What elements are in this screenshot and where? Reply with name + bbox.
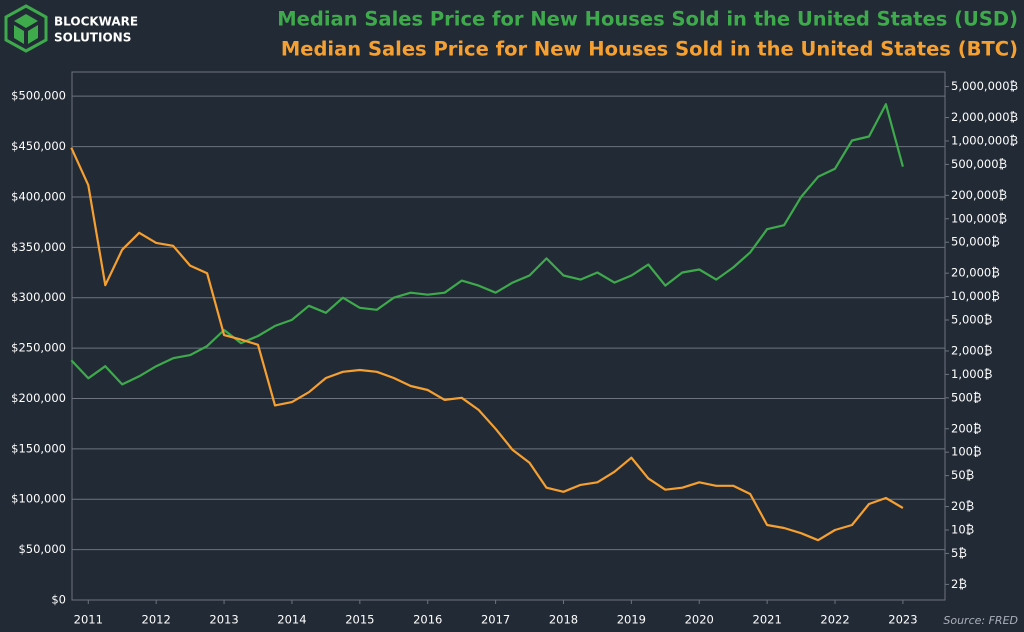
- x-tick-label: 2014: [277, 613, 306, 627]
- series-line: [70, 147, 904, 542]
- y2-tick-label: 100₿: [951, 445, 981, 459]
- y2-tick-label: 5₿: [951, 546, 967, 560]
- y2-tick-label: 50₿: [951, 468, 974, 482]
- y2-tick-label: 20₿: [951, 499, 974, 513]
- y2-tick-label: 10₿: [951, 523, 974, 537]
- x-tick-label: 2020: [685, 613, 714, 627]
- y2-tick-label: 500₿: [951, 390, 981, 404]
- y-tick-label: $50,000: [18, 542, 66, 556]
- y2-tick-label: 2₿: [951, 577, 967, 591]
- x-tick-label: 2021: [753, 613, 782, 627]
- x-tick-label: 2017: [481, 613, 510, 627]
- source: Source: FRED: [943, 614, 1018, 627]
- y2-tick-label: 200,000₿: [951, 188, 1007, 202]
- y-tick-label: $200,000: [11, 391, 66, 405]
- y2-tick-label: 200₿: [951, 421, 981, 435]
- series-line: [70, 103, 904, 386]
- x-tick-label: 2023: [888, 613, 917, 627]
- y2-tick-label: 50,000₿: [951, 235, 1000, 249]
- brand-line: BLOCKWARE: [54, 15, 138, 29]
- x-tick-label: 2015: [345, 613, 374, 627]
- y-tick-label: $450,000: [11, 139, 66, 153]
- y2-tick-label: 2,000₿: [951, 343, 992, 357]
- y2-tick-label: 1,000,000₿: [951, 133, 1018, 147]
- y-tick-label: $300,000: [11, 290, 66, 304]
- x-tick-label: 2011: [74, 613, 103, 627]
- y-tick-label: $400,000: [11, 189, 66, 203]
- y-tick-label: $350,000: [11, 240, 66, 254]
- y2-tick-label: 5,000₿: [951, 313, 992, 327]
- x-tick-label: 2019: [617, 613, 646, 627]
- brand-line: SOLUTIONS: [54, 31, 131, 45]
- x-tick-label: 2018: [549, 613, 578, 627]
- x-tick-label: 2013: [209, 613, 238, 627]
- x-tick-label: 2016: [413, 613, 442, 627]
- y2-tick-label: 5,000,000₿: [951, 79, 1018, 93]
- logo: [4, 4, 48, 53]
- y2-tick-label: 2,000,000₿: [951, 110, 1018, 124]
- x-tick-label: 2022: [820, 613, 849, 627]
- y-tick-label: $100,000: [11, 492, 66, 506]
- y-tick-label: $150,000: [11, 441, 66, 455]
- y-tick-label: $500,000: [11, 89, 66, 103]
- y2-tick-label: 1,000₿: [951, 367, 992, 381]
- y2-tick-label: 500,000₿: [951, 157, 1007, 171]
- y-tick-label: $250,000: [11, 341, 66, 355]
- x-tick-label: 2012: [142, 613, 171, 627]
- chart-subtitle: Median Sales Price for New Houses Sold i…: [281, 38, 1018, 61]
- y2-tick-label: 10,000₿: [951, 289, 1000, 303]
- chart-title: Median Sales Price for New Houses Sold i…: [277, 8, 1018, 31]
- y2-tick-label: 20,000₿: [951, 266, 1000, 280]
- y-tick-label: $0: [51, 593, 66, 607]
- y2-tick-label: 100,000₿: [951, 211, 1007, 225]
